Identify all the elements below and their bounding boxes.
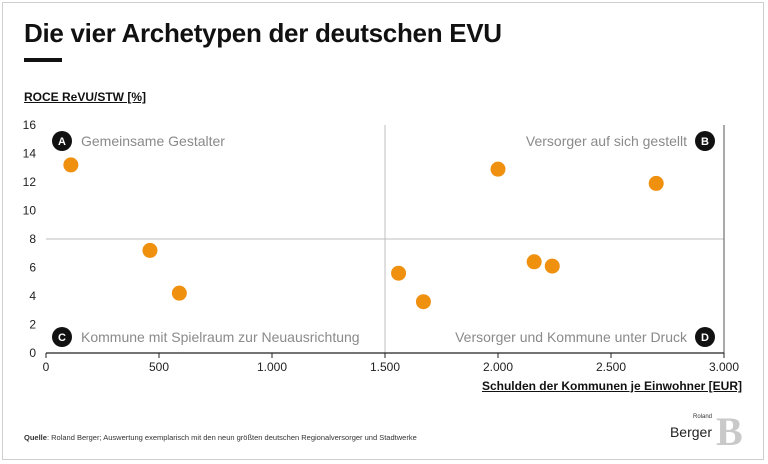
y-axis-label: ROCE ReVU/STW [%] (24, 90, 147, 104)
data-point (391, 265, 407, 281)
quadrant-badge-c (52, 327, 72, 347)
x-tick-label: 1.000 (257, 360, 287, 374)
data-point (63, 157, 79, 173)
y-tick-label: 4 (29, 289, 36, 303)
y-tick-label: 2 (29, 318, 36, 332)
quadrant-badge-d (695, 327, 715, 347)
chart-frame (2, 2, 764, 460)
y-tick-label: 16 (23, 118, 37, 132)
quadrant-label-a: Gemeinsame Gestalter (81, 133, 225, 149)
y-tick-label: 8 (29, 232, 36, 246)
logo-small-text: Roland (692, 414, 712, 420)
quadrant-badge-letter-a: A (58, 136, 66, 148)
x-tick-label: 1.500 (370, 360, 400, 374)
y-tick-label: 10 (23, 204, 37, 218)
x-tick-label: 3.000 (709, 360, 739, 374)
y-tick-label: 12 (23, 175, 37, 189)
data-point (142, 242, 158, 258)
source-label: Quelle (24, 433, 47, 442)
quadrant-label-d: Versorger und Kommune unter Druck (455, 329, 688, 345)
quadrant-badge-letter-b: B (701, 136, 709, 148)
source-note: Quelle: Roland Berger; Auswertung exempl… (24, 433, 417, 442)
x-tick-label: 2.500 (596, 360, 626, 374)
quadrant-label-c: Kommune mit Spielraum zur Neuausrichtung (81, 329, 360, 345)
quadrant-badge-a (52, 131, 72, 151)
title-underline (24, 58, 62, 62)
source-text: Roland Berger; Auswertung exemplarisch m… (51, 433, 417, 442)
data-point (490, 161, 506, 177)
x-tick-label: 2.000 (483, 360, 513, 374)
quadrant-badge-letter-c: C (58, 332, 66, 344)
quadrant-label-b: Versorger auf sich gestellt (526, 133, 687, 149)
data-point (415, 294, 431, 310)
logo-mark: B (716, 409, 743, 454)
y-tick-label: 0 (29, 346, 36, 360)
x-tick-label: 500 (149, 360, 169, 374)
data-point (544, 258, 560, 274)
data-point (648, 175, 664, 191)
logo-big-text: Berger (669, 424, 712, 440)
x-axis-label: Schulden der Kommunen je Einwohner [EUR] (481, 379, 742, 393)
chart-title: Die vier Archetypen der deutschen EVU (24, 18, 502, 48)
y-tick-label: 6 (29, 261, 36, 275)
data-point (171, 285, 187, 301)
y-tick-label: 14 (23, 147, 37, 161)
x-tick-label: 0 (43, 360, 50, 374)
roland-berger-logo: Roland Berger B (669, 409, 743, 454)
data-point (526, 254, 542, 270)
quadrant-badge-b (695, 131, 715, 151)
quadrant-badge-letter-d: D (701, 332, 709, 344)
